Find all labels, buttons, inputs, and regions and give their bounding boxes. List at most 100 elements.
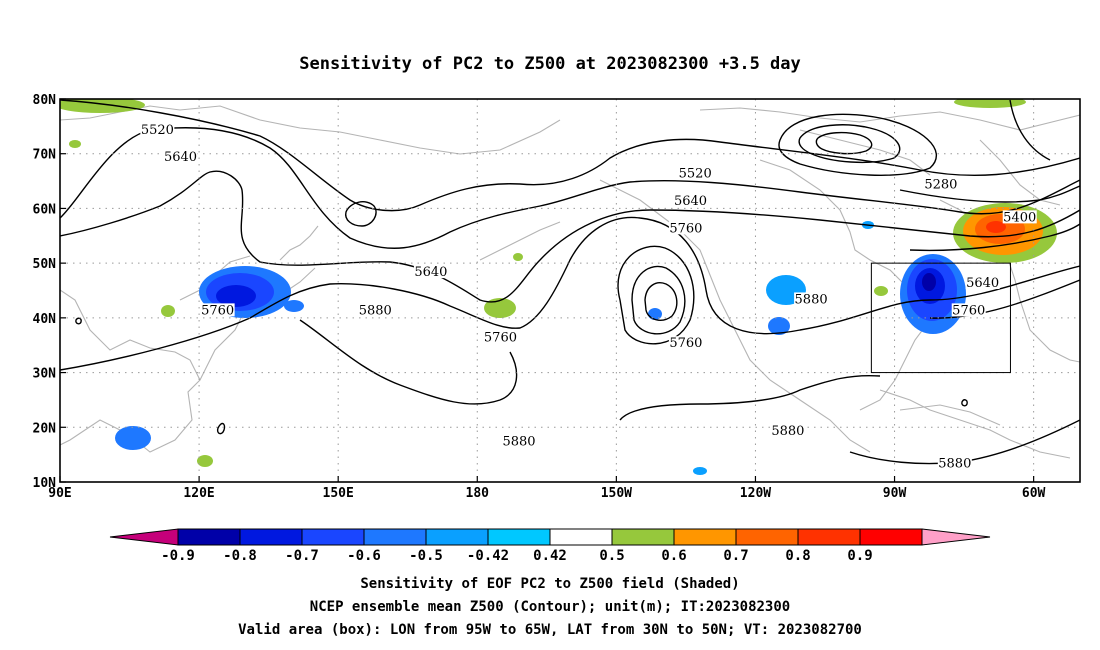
colorbar-label: -0.9 (161, 548, 195, 564)
contour-low-ring-inner (644, 282, 678, 321)
caption-line-3: Valid area (box): LON from 95W to 65W, L… (238, 622, 862, 638)
contour-label-bg (483, 330, 518, 344)
contour-small-low (345, 201, 377, 227)
colorbar-box (301, 528, 365, 546)
contour-polar-ring-1 (778, 113, 937, 176)
caption-line-2: NCEP ensemble mean Z500 (Contour); unit(… (310, 599, 790, 615)
contour-label-bg (668, 221, 703, 235)
lon-tick-label: 90E (48, 486, 71, 501)
colorbar-label: -0.8 (223, 548, 257, 564)
lat-tick-label: 40N (33, 312, 57, 327)
contour-atlantic-2 (909, 223, 1080, 252)
contour-label-bg (1002, 210, 1037, 224)
colorbar-box (363, 528, 427, 546)
contour-label: 5760 (484, 331, 517, 346)
contour-polar-ring-2 (798, 124, 901, 164)
map-title: Sensitivity of PC2 to Z500 at 2023082300… (299, 54, 801, 74)
lat-tick-label: 60N (33, 202, 57, 217)
contour-label: 5880 (938, 457, 971, 472)
gridlines (60, 99, 1080, 482)
contour-label: 5760 (952, 303, 985, 318)
lat-tick-label: 20N (33, 421, 57, 436)
lon-tick-label: 180 (466, 486, 490, 501)
colorbar-label: -0.42 (467, 548, 509, 564)
contour-label: 5760 (669, 221, 702, 236)
contour-label: 5760 (669, 336, 702, 351)
contour-5880-subtrop (619, 374, 881, 421)
contour-label-bg (502, 434, 536, 448)
lat-tick-label: 80N (33, 93, 57, 108)
colorbar-box (797, 528, 861, 546)
contour-label-bg (770, 423, 805, 437)
contour-label-bg (923, 177, 958, 191)
contour-label: 5280 (924, 178, 957, 193)
colorbar-box (487, 528, 551, 546)
contour-5880-main (60, 216, 1080, 371)
contour-polar-ring-3 (815, 131, 873, 155)
contour-label-bg (673, 193, 708, 207)
caption-line-1: Sensitivity of EOF PC2 to Z500 field (Sh… (360, 576, 739, 592)
contour-label: 5640 (966, 276, 999, 291)
contour-label: 5880 (795, 292, 828, 307)
contour-label-bg (200, 303, 235, 317)
z500-contours (60, 99, 1080, 465)
colorbar-box (425, 528, 489, 546)
colorbar-label: 0.6 (661, 548, 686, 564)
contour-labels: 5520 5640 5520 5280 5640 5400 5760 5640 5640 5880… (140, 122, 1037, 472)
contour-islet-3 (75, 317, 82, 325)
shade-us-east (900, 254, 966, 334)
colorbar: -0.9 -0.8 -0.7 -0.6 -0.5 -0.42 0.42 0.5 0.6 0.7 0.… (109, 528, 991, 564)
lon-tick-label: 120E (183, 486, 214, 501)
contour-5640-west (60, 127, 1080, 249)
contour-label: 5640 (164, 150, 197, 165)
colorbar-label: -0.5 (409, 548, 443, 564)
lon-tick-label: 150W (601, 486, 632, 501)
contour-label: 5520 (141, 123, 174, 138)
lat-tick-label: 10N (33, 476, 57, 491)
contour-5760-west (60, 170, 1080, 303)
contour-label-bg (140, 122, 175, 136)
colorbar-low-triangle (109, 528, 179, 546)
contour-label-bg (413, 265, 448, 279)
colorbar-high-triangle (921, 528, 991, 546)
contour-low-ring-outer (617, 245, 695, 345)
colorbar-box (177, 528, 241, 546)
colorbar-label: 0.8 (785, 548, 810, 564)
contour-atlantic-3 (929, 279, 1080, 319)
contour-label: 5880 (359, 303, 392, 318)
colorbar-label: 0.5 (599, 548, 624, 564)
lat-tick-label: 30N (33, 367, 57, 382)
contour-label: 5880 (771, 424, 804, 439)
contour-north-east (1009, 99, 1051, 161)
contour-label: 5760 (201, 303, 234, 318)
colorbar-label: 0.9 (847, 548, 872, 564)
contour-5520-west (60, 99, 1080, 212)
contour-label-bg (937, 456, 972, 470)
contour-label: 5400 (1003, 210, 1036, 225)
contour-label: 5640 (414, 265, 447, 280)
colorbar-label: 0.7 (723, 548, 748, 564)
contour-label-bg (965, 276, 1000, 290)
colorbar-box (673, 528, 737, 546)
lat-tick-label: 70N (33, 148, 57, 163)
contour-label: 5640 (674, 194, 707, 209)
contour-label-bg (163, 150, 198, 164)
colorbar-label: -0.6 (347, 548, 381, 564)
colorbar-box (549, 528, 613, 546)
captions: Sensitivity of EOF PC2 to Z500 field (Sh… (238, 576, 862, 638)
contour-atlantic-1 (899, 185, 1080, 203)
colorbar-box (239, 528, 303, 546)
contour-label-bg (951, 303, 986, 317)
contour-islet-2 (961, 399, 968, 407)
contour-5880-south (299, 319, 518, 405)
lon-tick-label: 60W (1022, 486, 1046, 501)
shade-small-patches (60, 99, 1026, 475)
map-panel: 5520 5640 5520 5280 5640 5400 5760 5640 5640 5880… (33, 93, 1081, 501)
contour-label-bg (678, 166, 713, 180)
colorbar-box (859, 528, 923, 546)
lat-tick-label: 50N (33, 257, 57, 272)
colorbar-label: -0.7 (285, 548, 319, 564)
contour-label: 5880 (502, 435, 535, 450)
lon-tick-label: 90W (883, 486, 907, 501)
